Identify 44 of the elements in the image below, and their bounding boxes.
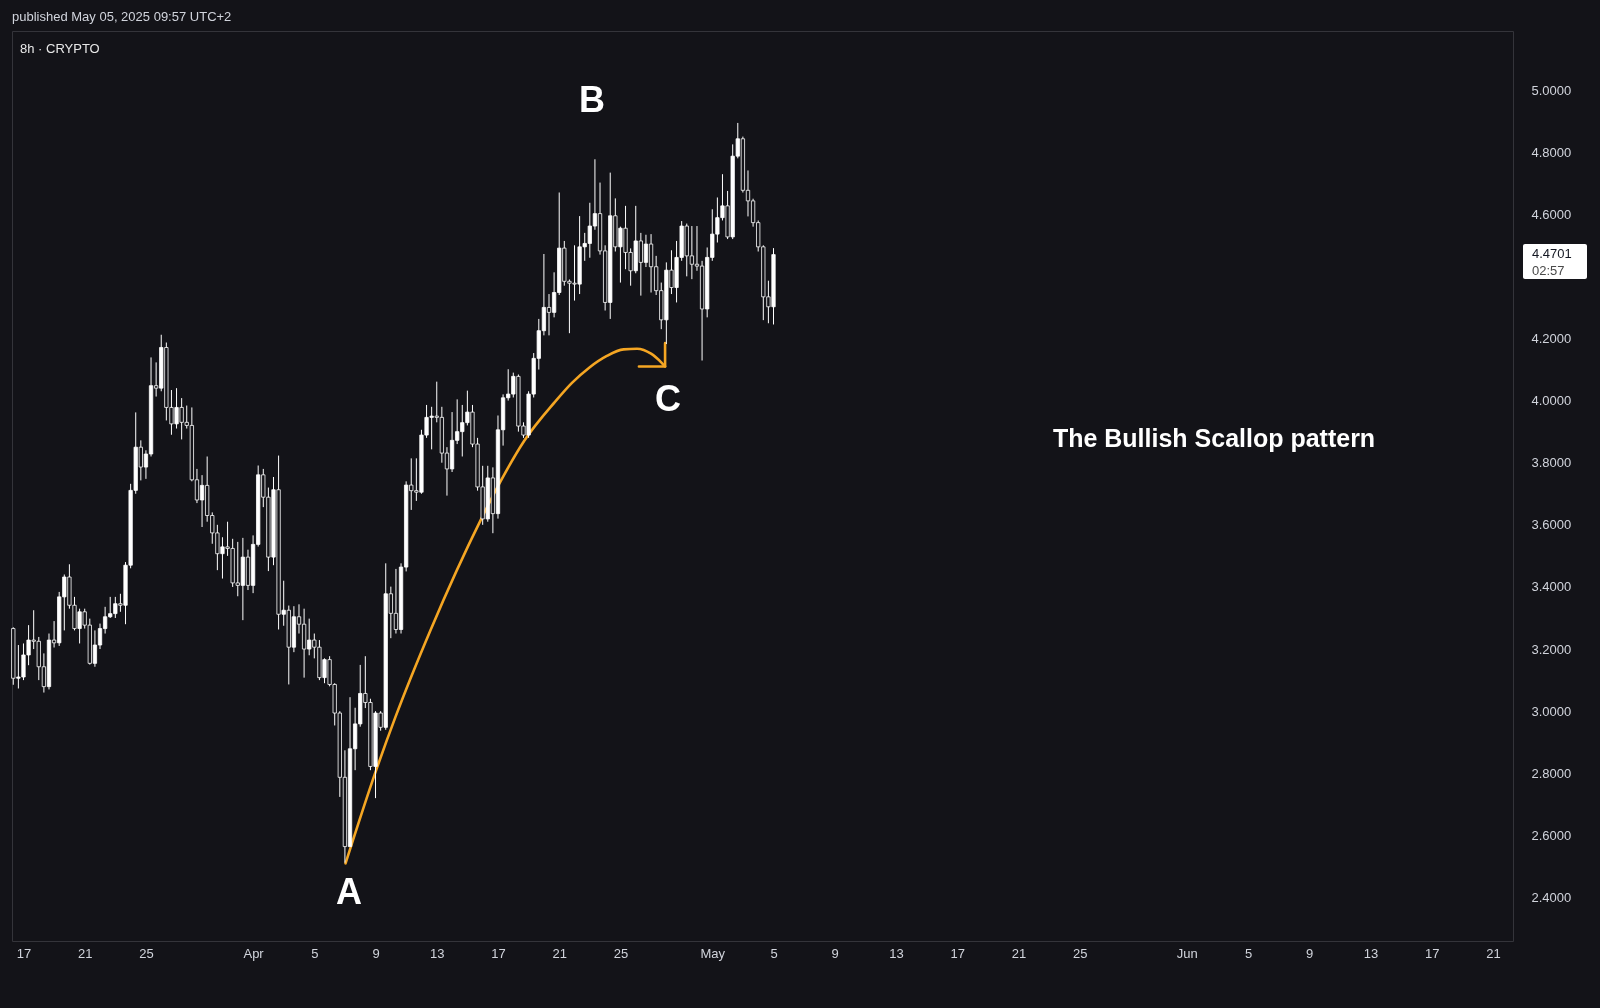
- x-tick-label: 21: [1486, 945, 1501, 961]
- x-tick-label: 17: [950, 945, 965, 961]
- x-tick-label: May: [700, 945, 726, 961]
- annotation: A: [336, 871, 362, 912]
- x-tick-label: 17: [16, 945, 32, 961]
- x-tick-label: 21: [77, 945, 93, 961]
- y-tick-label: 4.2000: [1531, 330, 1572, 346]
- x-tick-label: 13: [889, 945, 904, 961]
- text: 4.4701: [1532, 246, 1572, 261]
- y-tick-label: 2.8000: [1531, 765, 1572, 781]
- x-tick-label: 5: [1244, 945, 1253, 961]
- x-tick-label: 25: [1072, 945, 1088, 961]
- x-tick-label: 17: [1424, 945, 1440, 961]
- y-tick-label: 5.0000: [1531, 82, 1572, 98]
- y-tick-label: 2.4000: [1531, 890, 1572, 906]
- text: 8h · CRYPTO: [20, 41, 100, 56]
- y-tick-label: 3.8000: [1531, 455, 1572, 471]
- x-tick-label: 13: [1363, 945, 1379, 961]
- x-tick-label: 9: [1306, 945, 1314, 961]
- x-tick-label: 5: [770, 945, 778, 961]
- x-tick-label: 9: [831, 945, 839, 961]
- y-tick-label: 3.2000: [1531, 641, 1572, 657]
- x-tick-label: 21: [1011, 945, 1027, 961]
- x-tick-label: 13: [430, 945, 445, 961]
- y-tick-label: 4.6000: [1531, 206, 1572, 222]
- x-tick-label: 5: [311, 945, 319, 961]
- y-tick-label: 3.4000: [1531, 579, 1572, 595]
- x-tick-label: 25: [613, 945, 629, 961]
- x-tick-label: 17: [491, 945, 506, 961]
- x-tick-label: 21: [552, 945, 567, 961]
- x-tick-label: 9: [372, 945, 380, 961]
- y-tick-label: 3.6000: [1531, 517, 1572, 533]
- text: published May 05, 2025 09:57 UTC+2: [12, 9, 232, 24]
- y-tick-label: 4.0000: [1531, 393, 1572, 409]
- annotation: The Bullish Scallop pattern: [1052, 424, 1376, 452]
- x-tick-label: Apr: [243, 945, 265, 961]
- text: 02:57: [1532, 263, 1565, 278]
- annotation: B: [579, 79, 605, 120]
- annotation: C: [655, 378, 681, 419]
- x-tick-label: 25: [139, 945, 154, 961]
- y-tick-label: 2.6000: [1531, 827, 1572, 843]
- y-tick-label: 4.8000: [1531, 144, 1572, 160]
- x-tick-label: Jun: [1176, 945, 1198, 961]
- y-tick-label: 3.0000: [1531, 703, 1572, 719]
